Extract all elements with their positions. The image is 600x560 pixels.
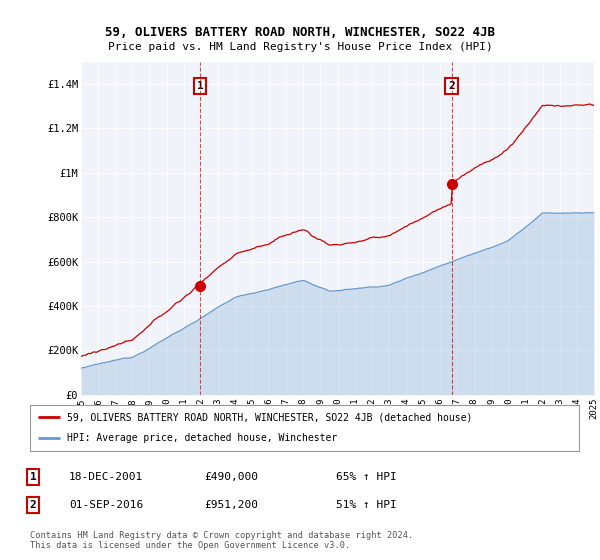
Text: 18-DEC-2001: 18-DEC-2001 xyxy=(69,472,143,482)
Text: 1: 1 xyxy=(197,81,203,91)
Text: Price paid vs. HM Land Registry's House Price Index (HPI): Price paid vs. HM Land Registry's House … xyxy=(107,42,493,52)
Text: 65% ↑ HPI: 65% ↑ HPI xyxy=(336,472,397,482)
Text: 2: 2 xyxy=(29,500,37,510)
Text: 2: 2 xyxy=(448,81,455,91)
Text: HPI: Average price, detached house, Winchester: HPI: Average price, detached house, Winc… xyxy=(67,433,338,444)
Text: 59, OLIVERS BATTERY ROAD NORTH, WINCHESTER, SO22 4JB (detached house): 59, OLIVERS BATTERY ROAD NORTH, WINCHEST… xyxy=(67,412,473,422)
Text: 59, OLIVERS BATTERY ROAD NORTH, WINCHESTER, SO22 4JB: 59, OLIVERS BATTERY ROAD NORTH, WINCHEST… xyxy=(105,26,495,39)
Text: 1: 1 xyxy=(29,472,37,482)
Text: £951,200: £951,200 xyxy=(204,500,258,510)
Text: Contains HM Land Registry data © Crown copyright and database right 2024.
This d: Contains HM Land Registry data © Crown c… xyxy=(30,531,413,550)
Text: 01-SEP-2016: 01-SEP-2016 xyxy=(69,500,143,510)
Text: £490,000: £490,000 xyxy=(204,472,258,482)
Text: 51% ↑ HPI: 51% ↑ HPI xyxy=(336,500,397,510)
